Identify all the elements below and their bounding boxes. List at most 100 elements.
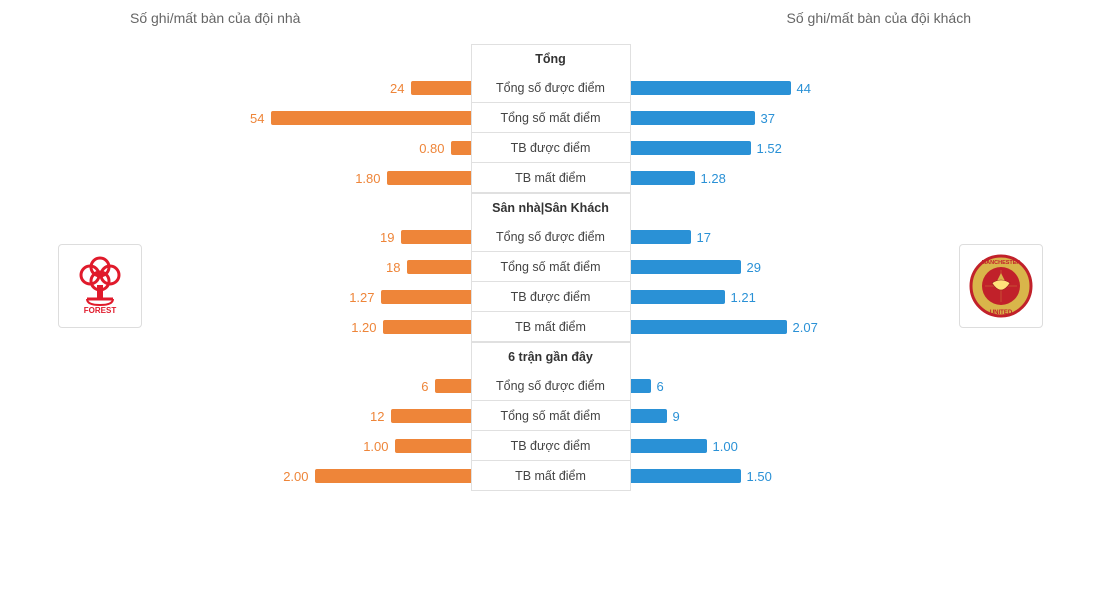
stat-section: Sân nhà|Sân Khách 19 Tổng số được điểm 17 18… — [160, 193, 941, 342]
away-value: 29 — [747, 260, 761, 275]
stat-label: TB mất điểm — [471, 461, 631, 491]
section-title: Tổng — [471, 44, 631, 73]
away-value: 9 — [673, 409, 680, 424]
away-bar — [631, 171, 695, 185]
stat-label: TB được điểm — [471, 133, 631, 163]
stat-row: 1.80 TB mất điểm 1.28 — [160, 163, 941, 193]
away-value: 6 — [657, 379, 664, 394]
stat-row: 0.80 TB được điểm 1.52 — [160, 133, 941, 163]
away-bar — [631, 230, 691, 244]
stat-row: 19 Tổng số được điểm 17 — [160, 222, 941, 252]
away-team-logo: MANCHESTER UNITED — [959, 244, 1043, 328]
away-value: 1.50 — [747, 469, 772, 484]
away-bar — [631, 409, 667, 423]
stat-label: TB mất điểm — [471, 312, 631, 342]
home-value: 54 — [250, 111, 264, 126]
home-team-logo: FOREST — [58, 244, 142, 328]
home-value: 18 — [386, 260, 400, 275]
home-bar — [395, 439, 471, 453]
away-bar — [631, 260, 741, 274]
away-value: 1.28 — [701, 171, 726, 186]
home-bar — [387, 171, 471, 185]
forest-logo-icon: FOREST — [69, 255, 131, 317]
home-side: 19 — [160, 222, 471, 252]
away-logo-column: MANCHESTER UNITED — [941, 44, 1061, 328]
stat-row: 24Tổng số được điểm44 — [160, 73, 941, 103]
home-bar — [315, 469, 471, 483]
away-bar — [631, 320, 787, 334]
stat-label: Tổng số mất điểm — [471, 252, 631, 282]
away-bar — [631, 81, 791, 95]
home-value: 0.80 — [419, 141, 444, 156]
home-bar — [383, 320, 471, 334]
home-side: 12 — [160, 401, 471, 431]
stat-section: 6 trận gần đây6Tổng số được điểm612Tổng … — [160, 342, 941, 491]
home-header: Số ghi/mất bàn của đội nhà — [130, 10, 300, 26]
stat-label: Tổng số được điểm — [471, 371, 631, 401]
away-value: 37 — [761, 111, 775, 126]
stat-row: 12 Tổng số mất điểm 9 — [160, 401, 941, 431]
home-value: 12 — [370, 409, 384, 424]
stat-row: 54Tổng số mất điểm37 — [160, 103, 941, 133]
home-bar — [401, 230, 471, 244]
svg-text:UNITED: UNITED — [990, 310, 1013, 316]
home-bar — [451, 141, 471, 155]
chart-content: FOREST Tổng24Tổng số được điểm4454Tổng s… — [40, 44, 1061, 491]
home-value: 1.80 — [355, 171, 380, 186]
stat-row: 6Tổng số được điểm6 — [160, 371, 941, 401]
away-bar — [631, 469, 741, 483]
home-side: 18 — [160, 252, 471, 282]
home-value: 1.00 — [363, 439, 388, 454]
home-value: 24 — [390, 81, 404, 96]
away-bar — [631, 290, 725, 304]
home-value: 1.20 — [351, 320, 376, 335]
away-value: 1.00 — [713, 439, 738, 454]
stat-label: Tổng số được điểm — [471, 222, 631, 252]
home-side: 1.80 — [160, 163, 471, 193]
away-bar — [631, 141, 751, 155]
away-side: 6 — [631, 371, 942, 401]
home-side: 54 — [160, 103, 471, 133]
stat-row: 1.20 TB mất điểm2.07 — [160, 312, 941, 342]
chart-headers: Số ghi/mất bàn của đội nhà Số ghi/mất bà… — [40, 10, 1061, 26]
home-side: 6 — [160, 371, 471, 401]
stat-label: Tổng số mất điểm — [471, 401, 631, 431]
stat-label: TB được điểm — [471, 431, 631, 461]
home-logo-column: FOREST — [40, 44, 160, 328]
home-side: 2.00 — [160, 461, 471, 491]
home-value: 19 — [380, 230, 394, 245]
section-title: Sân nhà|Sân Khách — [471, 193, 631, 222]
away-value: 44 — [797, 81, 811, 96]
away-bar — [631, 379, 651, 393]
stat-label: TB được điểm — [471, 282, 631, 312]
away-side: 1.21 — [631, 282, 942, 312]
stat-row: 1.27 TB được điểm 1.21 — [160, 282, 941, 312]
man-utd-logo-icon: MANCHESTER UNITED — [968, 253, 1034, 319]
away-side: 9 — [631, 401, 942, 431]
stat-label: TB mất điểm — [471, 163, 631, 193]
away-side: 2.07 — [631, 312, 942, 342]
home-side: 0.80 — [160, 133, 471, 163]
away-value: 1.52 — [757, 141, 782, 156]
away-side: 37 — [631, 103, 942, 133]
away-side: 1.00 — [631, 431, 942, 461]
home-value: 1.27 — [349, 290, 374, 305]
away-value: 17 — [697, 230, 711, 245]
svg-text:MANCHESTER: MANCHESTER — [982, 260, 1021, 266]
home-bar — [391, 409, 471, 423]
home-side: 1.27 — [160, 282, 471, 312]
away-side: 1.50 — [631, 461, 942, 491]
section-title: 6 trận gần đây — [471, 342, 631, 371]
away-side: 1.28 — [631, 163, 942, 193]
svg-text:FOREST: FOREST — [84, 306, 117, 315]
stat-columns: Tổng24Tổng số được điểm4454Tổng số mất đ… — [160, 44, 941, 491]
stat-row: 18 Tổng số mất điểm 29 — [160, 252, 941, 282]
away-side: 17 — [631, 222, 942, 252]
stat-row: 2.00TB mất điểm 1.50 — [160, 461, 941, 491]
away-value: 1.21 — [731, 290, 756, 305]
home-side: 1.20 — [160, 312, 471, 342]
home-side: 1.00 — [160, 431, 471, 461]
home-bar — [407, 260, 471, 274]
home-bar — [435, 379, 471, 393]
stat-section: Tổng24Tổng số được điểm4454Tổng số mất đ… — [160, 44, 941, 193]
